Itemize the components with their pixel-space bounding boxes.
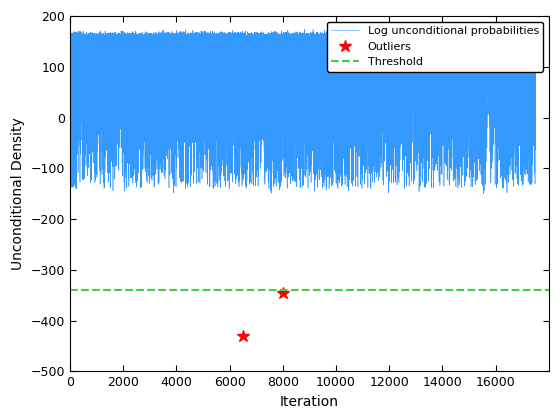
Log unconditional probabilities (419, 52, 426, 57)
Log unconditional probabilities (395, 26, 402, 31)
Line: Outliers: Outliers (237, 286, 289, 342)
Threshold (67, 288, 73, 293)
Log unconditional probabilities (104, 37, 111, 42)
X-axis label: Iteration: Iteration (280, 395, 339, 409)
Outliers (279, 290, 286, 295)
Threshold (67, 288, 73, 293)
Line: Log unconditional probabilities: Log unconditional probabilities (70, 29, 535, 194)
Log unconditional probabilities (67, 36, 73, 41)
Log unconditional probabilities (102, 99, 109, 104)
Log unconditional probabilities (112, 33, 119, 38)
Legend: Log unconditional probabilities, Outliers, Threshold: Log unconditional probabilities, Outlier… (326, 22, 543, 72)
Log unconditional probabilities (255, 142, 262, 147)
Log unconditional probabilities (484, 77, 491, 82)
Log unconditional probabilities (480, 191, 487, 196)
Y-axis label: Unconditional Density: Unconditional Density (11, 118, 25, 270)
Log unconditional probabilities (532, 33, 539, 38)
Outliers (240, 333, 246, 339)
